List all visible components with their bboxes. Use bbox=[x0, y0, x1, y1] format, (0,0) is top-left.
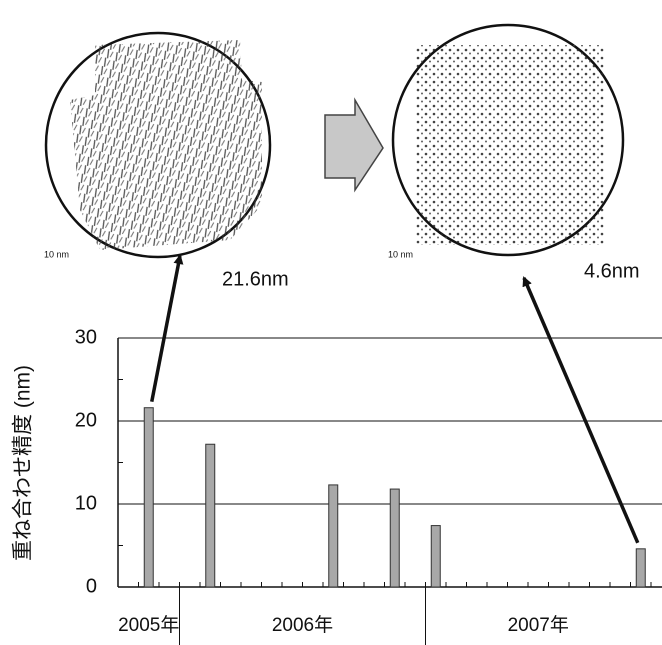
bar bbox=[389, 488, 400, 588]
y-tick-label: 20 bbox=[75, 409, 97, 431]
year-label: 2005年 bbox=[118, 614, 179, 636]
scale-label: 10 nm bbox=[388, 249, 413, 259]
bar bbox=[205, 443, 216, 588]
y-tick-label: 10 bbox=[75, 492, 97, 514]
image-right: 10 nm 4.6nm bbox=[388, 23, 640, 282]
year-label: 2007年 bbox=[508, 614, 569, 636]
year-label: 2006年 bbox=[272, 614, 333, 636]
annotation: 4.6nm bbox=[584, 260, 640, 282]
scale-label: 10 nm bbox=[44, 249, 69, 259]
y-axis-label: 重ね合わせ精度 (nm) bbox=[12, 365, 35, 561]
pointer-arrow bbox=[150, 254, 184, 403]
image-left: 10 nm 21.6nm bbox=[44, 31, 289, 290]
pointer-arrow bbox=[522, 276, 640, 544]
bar bbox=[430, 525, 441, 588]
bar bbox=[328, 484, 339, 588]
y-tick-label: 30 bbox=[75, 326, 97, 348]
transition-arrow bbox=[324, 97, 384, 193]
bar bbox=[635, 548, 646, 588]
bar bbox=[143, 407, 154, 588]
annotation: 21.6nm bbox=[222, 268, 289, 290]
y-tick-label: 0 bbox=[86, 575, 97, 597]
